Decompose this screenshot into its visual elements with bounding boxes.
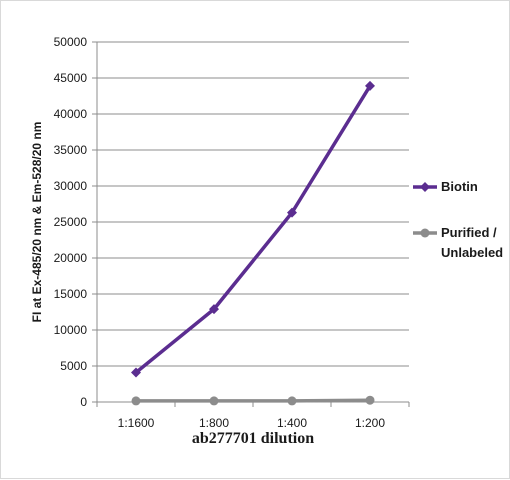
series-2-data-point xyxy=(209,396,219,406)
biotin-legend-marker xyxy=(420,182,430,192)
y-tick-labels: 0 5000 10000 15000 20000 25000 30000 35000 40000… xyxy=(54,35,88,409)
series-2-data-point xyxy=(287,396,297,406)
y-tick-label: 15000 xyxy=(54,287,88,301)
series-2-data-point xyxy=(365,395,375,405)
series-2-legend-label: Unlabeled xyxy=(441,245,503,260)
y-tick-label: 0 xyxy=(80,395,87,409)
y-tick-label: 35000 xyxy=(54,143,88,157)
y-tick-label: 40000 xyxy=(54,107,88,121)
y-tick-label: 25000 xyxy=(54,215,88,229)
series-2-data-point xyxy=(131,396,141,406)
series-2-legend-marker xyxy=(420,228,430,238)
x-tick-label: 1:200 xyxy=(355,416,385,430)
y-axis-title: FI at Ex-485/20 nm & Em-528/20 nm xyxy=(30,122,44,323)
y-tick-label: 30000 xyxy=(54,179,88,193)
x-tick-label: 1:400 xyxy=(277,416,307,430)
series xyxy=(131,80,375,406)
series-2-legend-label: Purified / xyxy=(441,225,497,240)
biotin-data-point xyxy=(209,304,219,315)
biotin-data-point xyxy=(287,207,297,218)
x-tick-label: 1:800 xyxy=(199,416,229,430)
x-tick-label: 1:1600 xyxy=(118,416,155,430)
series-2-series-line xyxy=(136,398,371,403)
y-tick-label: 20000 xyxy=(54,251,88,265)
biotin-series-line xyxy=(134,85,372,374)
biotin-legend-label: Biotin xyxy=(441,179,478,194)
y-tick-label: 50000 xyxy=(54,35,88,49)
biotin-data-point xyxy=(365,80,375,91)
gridlines xyxy=(92,41,410,407)
biotin-data-point xyxy=(131,367,141,378)
x-axis-title: ab277701 dilution xyxy=(192,430,314,447)
y-tick-label: 45000 xyxy=(54,71,88,85)
legend: Biotin Purified / Unlabeled xyxy=(413,179,503,260)
x-tick-labels: 1:1600 1:800 1:400 1:200 xyxy=(118,416,386,430)
y-tick-label: 5000 xyxy=(60,359,87,373)
y-tick-label: 10000 xyxy=(54,323,88,337)
